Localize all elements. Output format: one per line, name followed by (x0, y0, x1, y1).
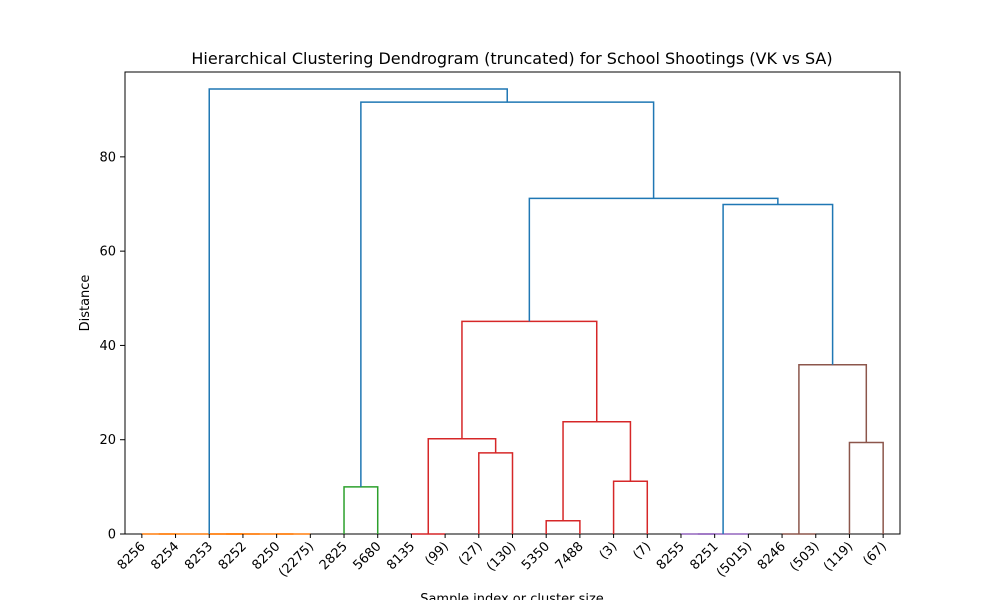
leaf-label: (7) (630, 539, 654, 563)
leaf-label: (99) (422, 539, 451, 568)
link-r2 (478, 452, 514, 534)
y-tick-label: 40 (99, 339, 116, 354)
y-axis: 0 20 40 60 80 (99, 150, 125, 543)
link-b1 (722, 203, 834, 534)
leaf-label: (2275) (276, 539, 317, 580)
y-tick-label: 60 (99, 245, 116, 260)
leaf-label: (503) (787, 539, 822, 574)
leaf-label: 8255 (654, 539, 688, 573)
link-r4 (545, 520, 581, 534)
leaf-label: 5680 (351, 539, 385, 573)
link-b2 (528, 197, 779, 322)
leaf-label: 8254 (148, 539, 182, 573)
x-axis: 8256 8254 8253 8252 8250(2275) 2825 5680 8135 (9… (115, 534, 890, 580)
leaf-label: (27) (456, 539, 485, 568)
link-b3 (360, 101, 655, 487)
link-n3 (798, 364, 868, 534)
leaf-label: (3) (597, 539, 621, 563)
y-tick-label: 0 (108, 528, 116, 543)
x-axis-label: Sample index or cluster size (420, 592, 604, 600)
y-axis-label: Distance (78, 275, 93, 332)
y-tick-label: 80 (99, 150, 116, 165)
dendrogram-links (141, 88, 884, 535)
leaf-label: 2825 (317, 539, 351, 573)
leaf-label: 7488 (553, 539, 587, 573)
leaf-label: 8256 (115, 539, 149, 573)
leaf-label: (130) (484, 539, 519, 574)
leaf-label: 8253 (182, 539, 216, 573)
link-r6 (562, 421, 632, 521)
leaf-label: (5015) (714, 539, 755, 580)
link-n2 (848, 441, 884, 534)
leaf-label: 5350 (519, 539, 553, 573)
leaf-label: (119) (821, 539, 856, 574)
leaf-label: (67) (861, 539, 890, 568)
chart-title: Hierarchical Clustering Dendrogram (trun… (191, 49, 832, 68)
leaf-label: 8252 (216, 539, 250, 573)
link-b4 (208, 88, 508, 534)
link-r7 (461, 320, 598, 439)
leaf-label: 8135 (384, 539, 418, 573)
link-g1 (343, 486, 379, 534)
link-r5 (612, 480, 649, 534)
y-tick-label: 20 (99, 433, 116, 448)
leaf-label: 8246 (755, 539, 789, 573)
